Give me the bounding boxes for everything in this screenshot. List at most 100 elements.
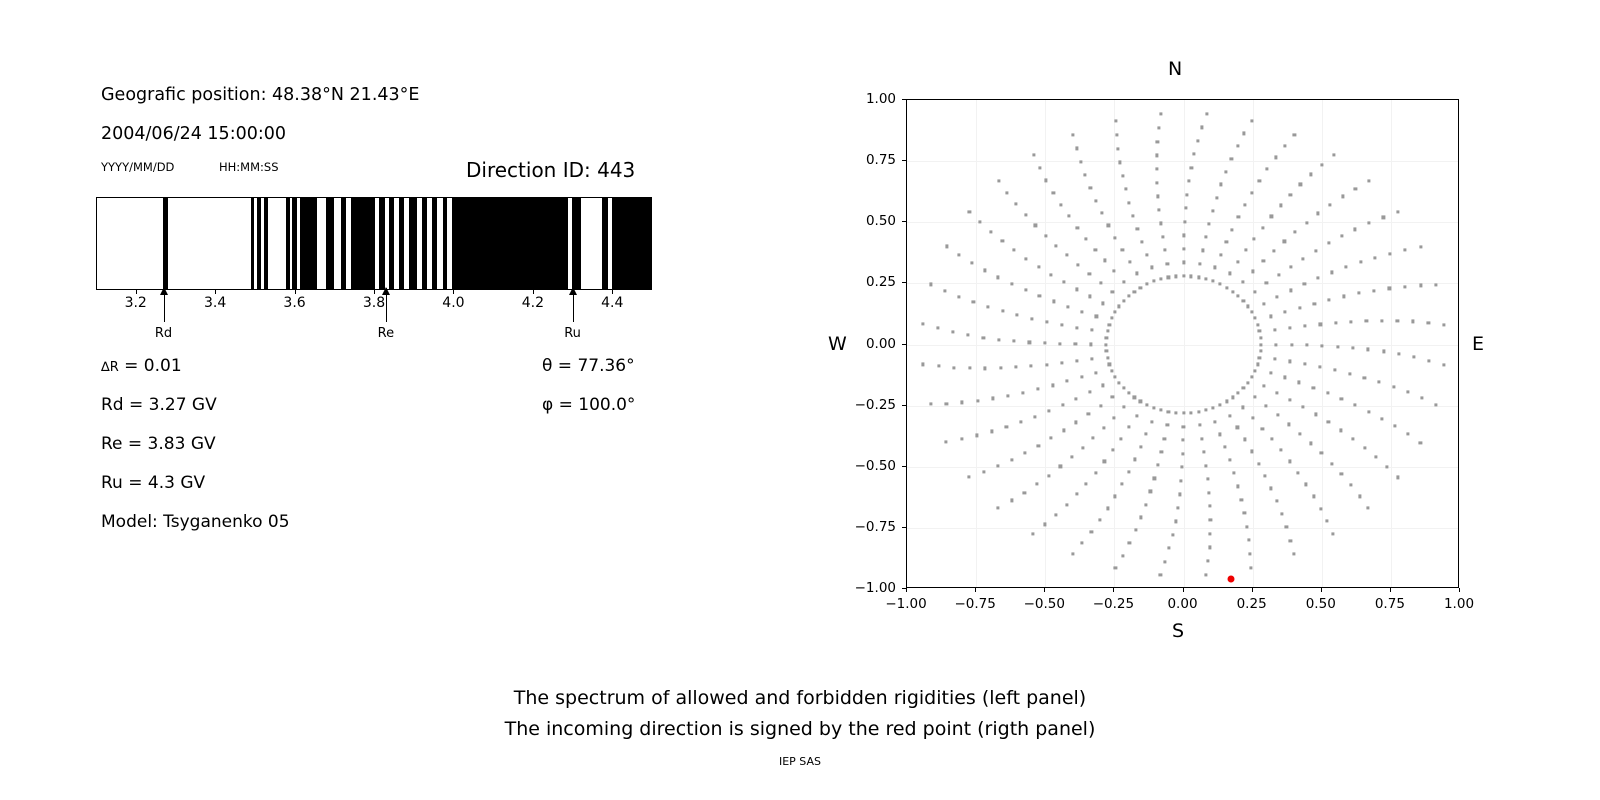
- direction-point: [1228, 413, 1232, 418]
- direction-point: [1000, 239, 1005, 243]
- gridline-vertical: [1183, 100, 1185, 587]
- direction-point: [1393, 424, 1397, 428]
- direction-point: [1241, 299, 1245, 303]
- direction-point: [1166, 275, 1170, 279]
- direction-point: [936, 364, 941, 368]
- direction-point: [1269, 371, 1273, 375]
- direction-point: [1351, 437, 1355, 441]
- direction-point: [1075, 225, 1080, 230]
- direction-point: [1073, 342, 1077, 346]
- direction-point: [1261, 225, 1265, 230]
- direction-point: [1189, 411, 1193, 415]
- direction-point: [967, 209, 972, 214]
- direction-point: [1019, 420, 1023, 424]
- direction-point: [1303, 324, 1307, 328]
- direction-point: [1251, 269, 1255, 273]
- direction-point: [1367, 179, 1371, 183]
- direction-point: [1102, 426, 1106, 430]
- direction-point: [1075, 326, 1079, 330]
- direction-point: [975, 433, 979, 438]
- direction-point: [1062, 280, 1066, 284]
- direction-point: [997, 179, 1001, 183]
- direction-point: [1339, 472, 1344, 476]
- direction-point: [1288, 326, 1292, 330]
- direction-point: [1189, 166, 1193, 170]
- direction-point: [1276, 413, 1280, 417]
- direction-point: [1114, 119, 1118, 123]
- direction-point: [1200, 437, 1204, 441]
- direction-point: [1219, 253, 1223, 257]
- x-tick-label: 0.25: [1236, 596, 1267, 612]
- direction-point: [968, 366, 972, 370]
- direction-point: [1298, 432, 1302, 436]
- spectrum-tick-label: 4.4: [601, 295, 624, 311]
- direction-point: [1181, 452, 1185, 456]
- direction-point: [1213, 265, 1217, 270]
- rigidity-spectrum-panel: Geografic position: 48.38°N 21.43°E 2004…: [0, 0, 760, 660]
- x-tick-mark: [1182, 588, 1184, 592]
- direction-point: [1089, 530, 1093, 534]
- direction-point: [1385, 465, 1389, 469]
- direction-point: [1074, 396, 1078, 401]
- x-tick-label: −0.75: [954, 596, 996, 612]
- direction-point: [1197, 275, 1201, 279]
- direction-point: [1253, 316, 1257, 320]
- direction-point: [1135, 271, 1139, 276]
- direction-point: [1014, 365, 1018, 369]
- direction-point: [1247, 538, 1251, 542]
- direction-point: [1260, 426, 1264, 431]
- direction-point: [1093, 248, 1097, 252]
- direction-point: [1302, 282, 1306, 286]
- direction-point: [1132, 289, 1136, 294]
- direction-point: [960, 400, 964, 404]
- direction-point: [1112, 415, 1116, 420]
- direction-point: [1111, 448, 1115, 452]
- direction-point: [1289, 264, 1293, 269]
- direction-point: [1180, 465, 1184, 469]
- gridline-horizontal: [907, 161, 1458, 163]
- direction-point: [1084, 481, 1088, 486]
- direction-point: [1120, 248, 1124, 252]
- direction-point: [1261, 259, 1265, 263]
- y-tick-mark: [902, 160, 906, 162]
- direction-point: [1367, 409, 1371, 414]
- param-delta-r: ∆R = 0.01: [101, 356, 182, 376]
- direction-point: [1182, 233, 1186, 237]
- direction-point: [1010, 457, 1014, 462]
- direction-point: [1232, 471, 1236, 475]
- param-model: Model: Tsyganenko 05: [101, 512, 290, 532]
- direction-point: [1133, 528, 1138, 532]
- direction-point: [1246, 380, 1250, 385]
- direction-point: [1279, 203, 1283, 208]
- direction-point: [1297, 380, 1301, 384]
- gridline-horizontal: [907, 344, 1458, 346]
- cutoff-marker-label-rd: Rd: [154, 326, 173, 341]
- direction-point: [1442, 323, 1446, 327]
- direction-point: [1276, 273, 1281, 277]
- direction-point: [1334, 321, 1338, 325]
- direction-point: [1377, 380, 1381, 384]
- direction-point: [1110, 369, 1114, 373]
- direction-point: [1274, 155, 1278, 159]
- direction-point: [1044, 178, 1048, 182]
- direction-point: [1171, 533, 1175, 537]
- direction-point: [1219, 182, 1223, 187]
- direction-point: [936, 326, 940, 330]
- direction-point: [1250, 449, 1254, 453]
- direction-point: [1102, 459, 1106, 464]
- incoming-direction-point: [1227, 575, 1234, 583]
- direction-point: [1066, 304, 1070, 309]
- direction-point: [1282, 239, 1286, 244]
- direction-point: [1434, 283, 1438, 287]
- direction-point: [1054, 244, 1058, 248]
- direction-point: [1155, 140, 1160, 144]
- param-ru: Ru = 4.3 GV: [101, 473, 206, 493]
- direction-point: [1159, 277, 1163, 281]
- direction-point: [1403, 248, 1407, 252]
- y-tick-label: −0.50: [854, 457, 896, 474]
- direction-point: [1106, 223, 1111, 227]
- direction-point: [1158, 573, 1162, 577]
- direction-point: [1080, 541, 1084, 545]
- direction-point: [1181, 438, 1185, 442]
- direction-point: [1159, 450, 1163, 454]
